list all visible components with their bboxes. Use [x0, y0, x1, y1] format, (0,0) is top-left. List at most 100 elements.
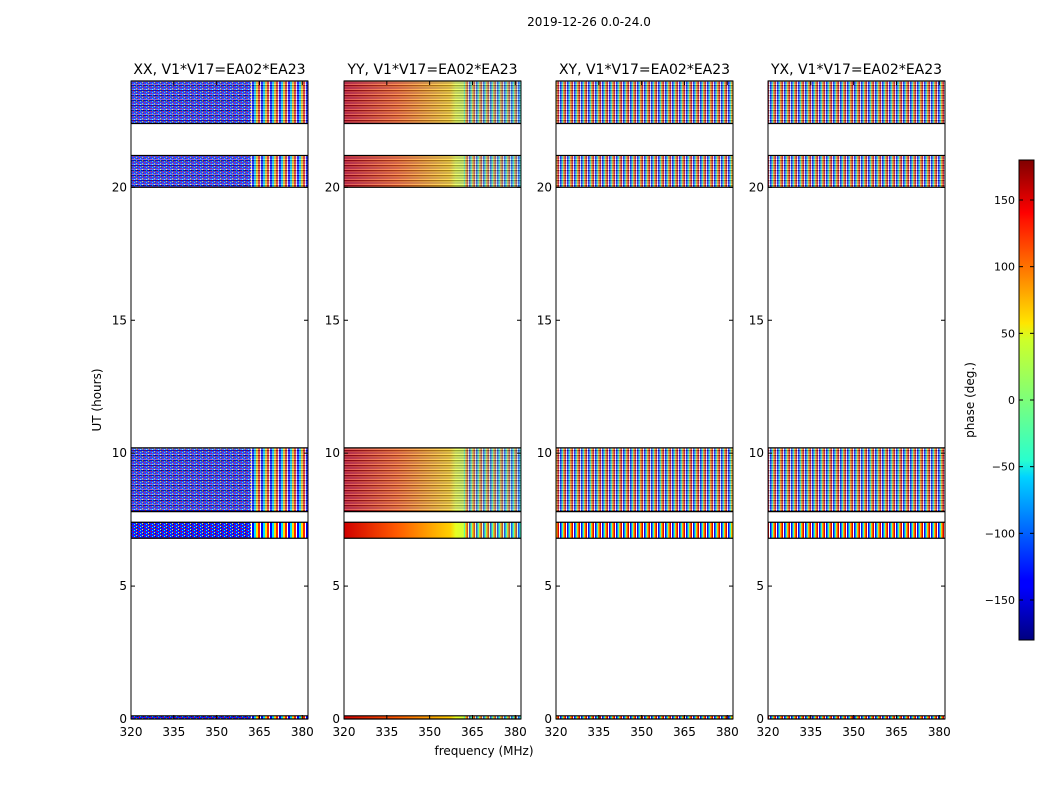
data-band [768, 521, 945, 539]
colorbar-tick-label: 100 [994, 261, 1015, 274]
data-band [131, 447, 308, 513]
band-left [131, 522, 251, 539]
x-tick-label: 335 [799, 725, 822, 739]
shared-labels: frequency (MHz) UT (hours) [90, 368, 534, 758]
data-band [556, 154, 733, 188]
y-tick-label: 0 [119, 712, 127, 726]
panel-title: YY, V1*V17=EA02*EA23 [346, 62, 517, 78]
x-tick-label: 335 [162, 725, 185, 739]
colorbar-tick-label: 150 [994, 194, 1015, 207]
y-tick-label: 20 [112, 180, 127, 194]
y-axis-label: UT (hours) [90, 368, 104, 431]
x-tick-label: 320 [757, 725, 780, 739]
data-band [131, 154, 308, 188]
y-tick-label: 10 [537, 446, 552, 460]
colorbar: 150 100 50 0 −50 −100 −150 phase (deg.) [963, 159, 1035, 641]
band-right [250, 715, 308, 719]
x-tick-label: 380 [504, 725, 527, 739]
panel-title: XX, V1*V17=EA02*EA23 [133, 62, 305, 78]
y-tick-label: 15 [537, 313, 552, 327]
y-tick-label: 5 [332, 579, 340, 593]
panel-frame [343, 80, 522, 720]
y-tick-label: 15 [112, 313, 127, 327]
x-tick-label: 365 [461, 725, 484, 739]
x-tick-label: 335 [587, 725, 610, 739]
band-flags [344, 155, 521, 188]
y-tick-label: 15 [325, 313, 340, 327]
band-flags [556, 447, 733, 512]
x-tick-label: 320 [545, 725, 568, 739]
x-axis-label: frequency (MHz) [434, 744, 533, 758]
y-tick-label: 0 [756, 712, 764, 726]
band-flags [768, 81, 945, 124]
band-flags [344, 447, 521, 512]
y-tick-label: 5 [544, 579, 552, 593]
data-band [768, 80, 945, 125]
colorbar-tick-label: −150 [985, 594, 1015, 607]
y-tick-label: 20 [537, 180, 552, 194]
x-tick-label: 365 [673, 725, 696, 739]
colorbar-tick-label: 0 [1008, 394, 1015, 407]
band-fringe [463, 715, 521, 719]
data-band [131, 521, 308, 539]
figure-suptitle: 2019-12-26 0.0-24.0 [527, 15, 651, 29]
x-tick-label: 365 [248, 725, 271, 739]
y-tick-label: 20 [325, 180, 340, 194]
x-tick-label: 350 [630, 725, 653, 739]
panel-yx: YX, V1*V17=EA02*EA23 320 335 350 365 380 0 5 10 1… [749, 62, 951, 739]
y-tick-label: 5 [756, 579, 764, 593]
colorbar-ticks: 150 100 50 0 −50 −100 −150 [985, 194, 1034, 607]
y-tick-label: 5 [119, 579, 127, 593]
y-tick-label: 10 [749, 446, 764, 460]
panel-yy: YY, V1*V17=EA02*EA23 320 335 350 365 380 0 5 10 1… [325, 62, 527, 739]
data-band [556, 447, 733, 513]
band-gradient [344, 715, 521, 719]
band-fringe [768, 715, 945, 719]
data-band [768, 447, 945, 513]
band-right [250, 522, 308, 539]
panel-title: XY, V1*V17=EA02*EA23 [559, 62, 730, 78]
data-band [768, 154, 945, 188]
panel-frame [130, 80, 309, 720]
x-tick-label: 320 [333, 725, 356, 739]
x-tick-label: 320 [120, 725, 143, 739]
x-tick-label: 380 [291, 725, 314, 739]
y-tick-label: 10 [112, 446, 127, 460]
x-tick-label: 350 [842, 725, 865, 739]
band-flags [556, 155, 733, 188]
x-tick-label: 350 [418, 725, 441, 739]
band-fringe [556, 715, 733, 719]
panels: XX, V1*V17=EA02*EA23 320 335 350 365 380 0 5 10 1… [112, 62, 951, 739]
x-tick-label: 350 [205, 725, 228, 739]
data-band [344, 154, 521, 188]
panel-frame [555, 80, 734, 720]
colorbar-label: phase (deg.) [963, 362, 977, 438]
band-fringe [556, 522, 733, 539]
colorbar-tick-label: −100 [985, 527, 1015, 540]
x-tick-label: 380 [716, 725, 739, 739]
panel-xy: XY, V1*V17=EA02*EA23 320 335 350 365 380 0 5 10 1… [537, 62, 739, 739]
x-tick-label: 380 [928, 725, 951, 739]
band-flags [131, 155, 308, 188]
band-flags [768, 447, 945, 512]
band-flags [556, 81, 733, 124]
y-tick-label: 0 [332, 712, 340, 726]
panel-frame [767, 80, 946, 720]
band-fringe [768, 522, 945, 539]
data-band [131, 80, 308, 125]
data-band [556, 521, 733, 539]
band-flags [768, 155, 945, 188]
y-tick-label: 20 [749, 180, 764, 194]
band-flags [131, 447, 308, 512]
data-band [556, 80, 733, 125]
data-band [344, 80, 521, 125]
panel-xx: XX, V1*V17=EA02*EA23 320 335 350 365 380 0 5 10 1… [112, 62, 314, 739]
data-band [344, 521, 521, 539]
y-tick-label: 10 [325, 446, 340, 460]
y-tick-label: 0 [544, 712, 552, 726]
x-tick-label: 365 [885, 725, 908, 739]
panel-title: YX, V1*V17=EA02*EA23 [770, 62, 942, 78]
y-tick-label: 15 [749, 313, 764, 327]
x-tick-label: 335 [375, 725, 398, 739]
colorbar-tick-label: 50 [1001, 327, 1015, 340]
